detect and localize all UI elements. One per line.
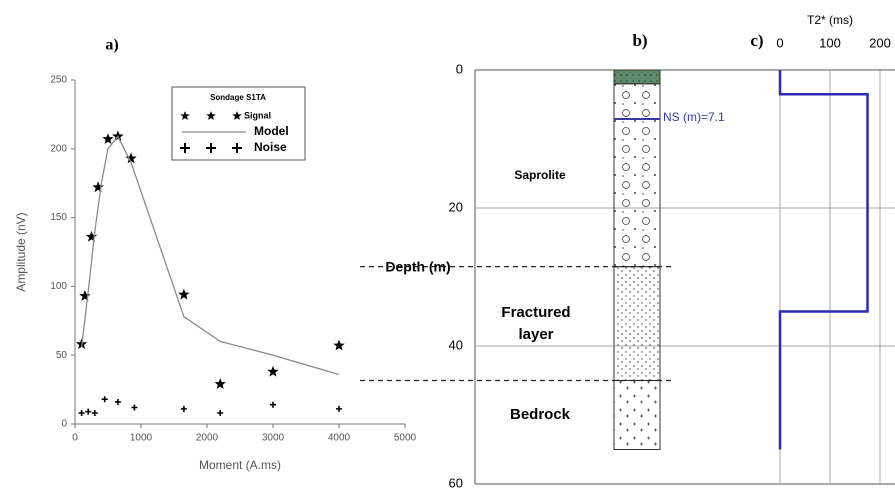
x-axis-label: T2* (ms) [807,13,853,27]
x-tick-label: 4000 [328,433,351,444]
plus-marker [114,398,121,405]
y-axis-label: Amplitude (nV) [14,212,28,291]
plus-marker [180,405,187,412]
plus-marker [85,408,92,415]
x-axis-label: Moment (A.ms) [199,458,281,472]
panel-title: b) [632,31,647,50]
y-tick-label: 60 [449,475,463,490]
panel-title: c) [750,31,763,50]
legend-label: Model [254,124,289,138]
y-tick-label: 40 [449,337,463,352]
star-marker [333,339,345,351]
legend-marker [180,111,190,120]
layer [613,83,661,268]
layer-label: Saprolite [514,168,566,183]
water-level-label: NS (m)=7.1 [663,110,725,124]
model-line [80,135,340,376]
plus-marker [131,404,138,411]
y-tick-label: 100 [50,281,67,292]
legend-marker [232,143,242,153]
x-tick-label: 5000 [394,433,417,444]
star-marker [214,378,226,389]
y-tick-label: 0 [61,419,67,430]
star-marker [125,152,137,164]
layer [613,69,661,85]
step-line [778,70,869,450]
plus-marker [101,396,108,403]
y-tick-label: 50 [56,350,68,361]
layer [613,380,661,450]
legend-marker [206,143,216,153]
plus-marker [336,405,342,412]
star-marker [102,133,114,144]
y-tick-label: 20 [449,199,463,214]
legend-marker [206,111,216,120]
layer-label: Bedrock [509,406,571,423]
plus-marker [78,409,85,416]
x-tick-label: 2000 [196,433,219,444]
layer-label: Fractured layer [501,303,571,343]
plus-marker [217,409,224,416]
layer [613,266,661,381]
x-tick-label: 100 [819,35,841,50]
legend-label: Signal [244,110,271,120]
plus-marker [91,409,98,416]
star-marker [267,365,279,377]
x-tick-label: 200 [869,35,891,50]
plus-marker [270,401,276,408]
legend-marker [180,143,190,153]
panel-title: a) [105,37,118,54]
legend-label: Noise [254,140,287,154]
x-tick-label: 0 [776,35,783,50]
star-marker [79,290,91,301]
y-tick-label: 150 [50,212,67,223]
y-tick-label: 0 [456,61,463,76]
x-tick-label: 0 [72,433,78,444]
x-tick-label: 3000 [262,433,285,444]
legend-marker [232,111,242,120]
star-marker [178,288,190,300]
y-tick-label: 250 [50,75,67,86]
legend-title: Sondage S1TA [210,93,266,102]
star-marker [85,230,98,242]
star-marker [92,181,104,193]
x-tick-label: 1000 [130,433,153,444]
y-tick-label: 200 [50,143,67,154]
